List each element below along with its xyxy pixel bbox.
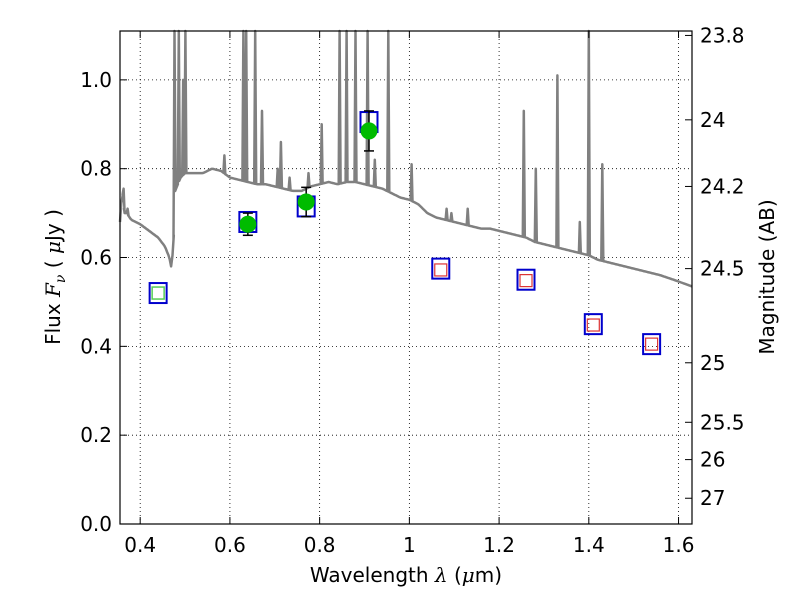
- photometry-square-red: [586, 318, 600, 332]
- photometry-square-red: [519, 274, 533, 288]
- plot-frame: [119, 30, 693, 525]
- model-photometry-box: [516, 268, 536, 291]
- model-photometry-box: [642, 333, 662, 356]
- spectrum-layer: [118, 29, 693, 288]
- photometry-square-green: [151, 286, 165, 300]
- y-axis-label: Flux Fν ( μJy ): [41, 209, 69, 345]
- y2-tick-label: 24: [700, 108, 725, 132]
- model-photometry-box: [148, 282, 168, 305]
- observed-photometry-point: [360, 122, 378, 140]
- y-tick-label: 0.0: [80, 512, 112, 536]
- x-tick-label: 0.4: [124, 533, 156, 557]
- x-tick-label: 0.6: [214, 533, 246, 557]
- x-axis-label: Wavelength λ (μm): [310, 563, 502, 587]
- model-spectrum-line: [118, 29, 693, 288]
- y2-tick-label: 25: [700, 351, 725, 375]
- y2-tick-label: 23.8: [700, 23, 745, 47]
- model-photometry-box: [583, 313, 603, 336]
- y2-tick-label: 27: [700, 486, 725, 510]
- y2-tick-label: 25.5: [700, 410, 745, 434]
- model-photometry-box: [431, 257, 451, 280]
- observed-photometry-point: [239, 215, 257, 233]
- y2-axis-label: Magnitude (AB): [755, 199, 779, 354]
- y-tick-label: 0.8: [80, 157, 112, 181]
- photometry-square-red: [434, 263, 448, 277]
- y2-tick-label: 26: [700, 448, 725, 472]
- y-tick-label: 1.0: [80, 68, 112, 92]
- observed-photometry-point: [297, 193, 315, 211]
- y2-tick-label: 24.2: [700, 174, 745, 198]
- y-tick-label: 0.4: [80, 334, 112, 358]
- grid-lines: [120, 31, 692, 525]
- x-tick-label: 1.2: [483, 533, 515, 557]
- y-tick-label: 0.2: [80, 423, 112, 447]
- x-tick-label: 1: [403, 533, 416, 557]
- x-tick-label: 1.6: [663, 533, 695, 557]
- x-tick-label: 1.4: [573, 533, 605, 557]
- x-tick-label: 0.8: [304, 533, 336, 557]
- y-tick-label: 0.6: [80, 246, 112, 270]
- photometry-square-red: [645, 337, 659, 351]
- marker-layer: [148, 110, 662, 356]
- tick-layer: 0.4 0.6 0.8 1 1.2 1.4 1.6 0.0 0.2 0.4 0.6 0.8 1.0 23.…: [80, 23, 744, 557]
- y2-tick-label: 24.5: [700, 257, 745, 281]
